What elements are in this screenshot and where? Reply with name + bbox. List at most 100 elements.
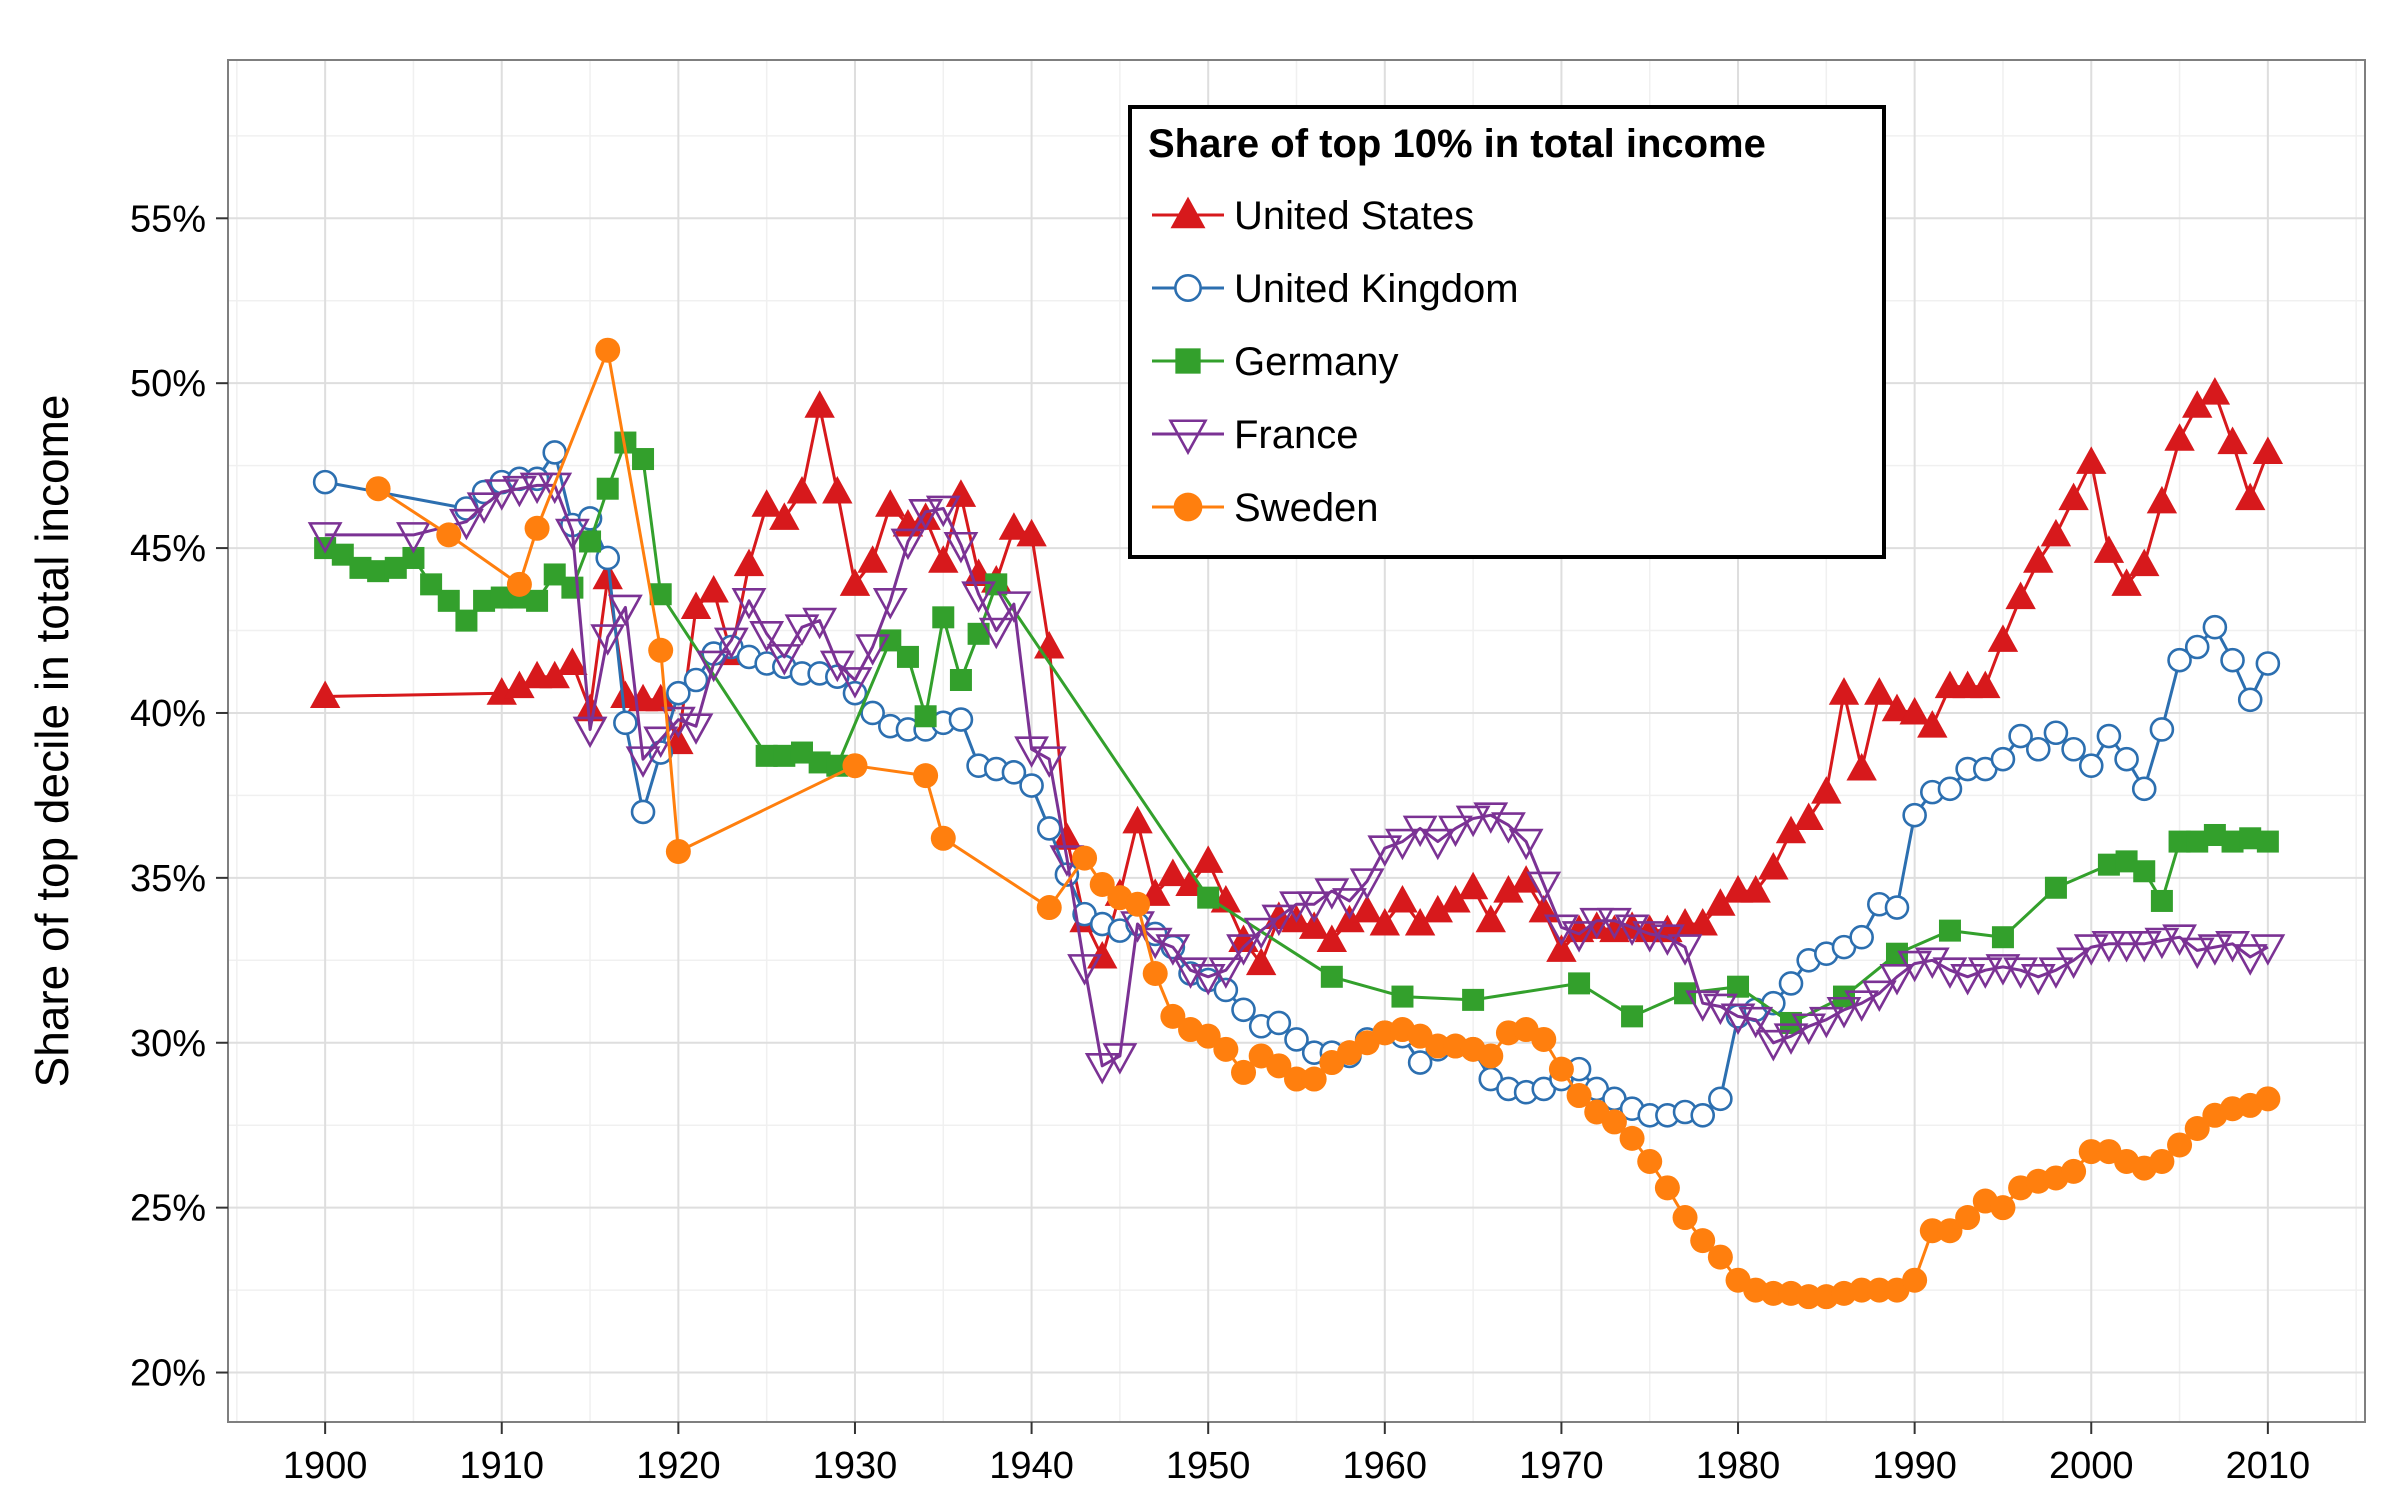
point-triangle-down (307, 522, 343, 554)
point-circle-open (1036, 816, 1062, 841)
point-square (455, 609, 478, 632)
point-triangle-down (1031, 746, 1067, 778)
point-square (632, 448, 655, 471)
point-triangle-down (554, 518, 590, 551)
point-triangle (2164, 423, 2195, 451)
point-square (2097, 853, 2120, 876)
point-triangle (539, 660, 570, 689)
point-square (2044, 876, 2067, 899)
point-triangle (1793, 802, 1824, 831)
point-circle (648, 637, 674, 663)
plot-panel-border (227, 59, 2366, 1423)
point-triangle (1970, 670, 2001, 699)
point-square (1320, 965, 1343, 988)
point-triangle (1775, 815, 1807, 844)
point-triangle-down (1296, 891, 1332, 923)
point-triangle (1758, 851, 1789, 880)
point-triangle-down (1420, 828, 1456, 861)
legend-label: United States (1234, 194, 1474, 238)
point-triangle-down (2232, 944, 2268, 976)
point-circle (1619, 1125, 1645, 1151)
point-triangle (1510, 865, 1542, 893)
point-circle (2184, 1115, 2210, 1141)
point-circle-open (2114, 746, 2139, 772)
point-triangle (1740, 875, 1771, 903)
point-triangle-down (1014, 736, 1049, 768)
point-square (1462, 988, 1485, 1011)
point-square (790, 741, 813, 764)
point-square (490, 586, 513, 609)
point-triangle (2146, 485, 2178, 514)
point-square (2239, 827, 2262, 850)
point-square (384, 556, 407, 579)
x-tick-label: 1990 (1872, 1445, 1957, 1487)
point-square (2186, 830, 2209, 853)
point-triangle (1422, 894, 1453, 923)
point-square (331, 543, 354, 566)
point-triangle-down (1349, 868, 1385, 900)
point-triangle (1881, 693, 1913, 722)
point-triangle (1170, 196, 1206, 229)
point-triangle-down (1808, 1006, 1844, 1039)
point-triangle-down (1667, 934, 1703, 966)
point-circle-open (630, 799, 656, 825)
point-circle-open (2061, 736, 2086, 762)
point-circle (1601, 1109, 1627, 1135)
point-circle-open (2167, 647, 2192, 673)
point-triangle-down (819, 650, 855, 683)
point-triangle-down (678, 713, 714, 745)
point-circle-open (1001, 760, 1027, 785)
point-circle-open (2255, 651, 2281, 676)
point-square (349, 556, 372, 579)
point-square (2150, 889, 2173, 912)
point-circle (1089, 871, 1115, 897)
point-triangle (504, 670, 535, 699)
point-triangle (1404, 908, 1436, 936)
point-triangle-down (1738, 1006, 1774, 1039)
point-square (367, 560, 390, 583)
point-triangle (1457, 871, 1489, 900)
point-circle-open (1284, 1027, 1309, 1052)
y-tick-label: 20% (130, 1353, 206, 1395)
point-triangle (1811, 776, 1842, 804)
point-triangle-down (837, 667, 873, 699)
point-square (932, 606, 955, 629)
point-circle (930, 825, 956, 851)
legend-label: United Kingdom (1234, 267, 1519, 311)
point-triangle-down (766, 644, 802, 676)
series-layer (307, 337, 2286, 1310)
point-circle (1173, 492, 1203, 522)
point-triangle (1192, 845, 1224, 873)
point-triangle-down (1773, 1023, 1809, 1055)
legend-entry: United Kingdom (1152, 267, 1519, 311)
point-square (967, 622, 990, 645)
x-axis: 1900 1910 1920 1930 1940 1950 1960 1970 1980 1990… (283, 1422, 2310, 1487)
point-triangle (1475, 904, 1506, 933)
point-triangle-down (696, 650, 732, 683)
point-circle-open (1690, 1103, 1716, 1128)
point-triangle (574, 693, 606, 722)
point-circle (2167, 1132, 2193, 1158)
point-circle (1213, 1036, 1239, 1062)
point-circle-open (1174, 274, 1202, 302)
point-triangle (2111, 568, 2142, 596)
point-triangle (733, 548, 765, 577)
point-square (596, 477, 619, 500)
point-triangle (2217, 426, 2248, 455)
x-tick-label: 1910 (459, 1445, 544, 1487)
point-triangle-down (784, 614, 820, 646)
point-circle (1760, 1280, 1786, 1306)
point-circle-open (2078, 753, 2104, 779)
point-triangle-down (1314, 878, 1350, 910)
y-tick-label: 25% (130, 1188, 206, 1230)
point-square (649, 583, 672, 606)
point-triangle (592, 561, 623, 590)
point-triangle (1440, 884, 1471, 913)
point-circle-open (1407, 1050, 1433, 1075)
point-square (773, 744, 796, 767)
point-triangle-down (2197, 934, 2233, 966)
point-triangle (2005, 581, 2036, 610)
point-triangle (1917, 710, 1948, 738)
series-france (307, 472, 2286, 1085)
